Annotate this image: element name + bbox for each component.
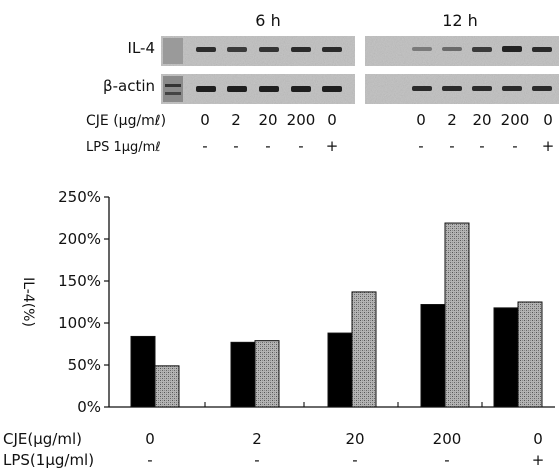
marker-band <box>165 84 181 87</box>
bar-series-1-4 <box>517 301 543 408</box>
blot-lps-mark: - <box>202 137 207 155</box>
band-actin-12h-0 <box>412 86 432 91</box>
blot-conc-label: 2 <box>231 111 241 129</box>
blot-conc-label: 200 <box>501 111 530 129</box>
band-il4-6h-2 <box>227 47 247 52</box>
y-ticks: 0% 50% 100% 150% 200% 250% <box>58 188 109 416</box>
bar-chart: 0% 50% 100% 150% 200% 250% IL-4(%) 0 - 2 - 20 - 200… <box>3 188 555 469</box>
x-lps-mark: - <box>444 451 449 469</box>
bar-series-1-0 <box>154 365 180 408</box>
marker-lane <box>163 76 183 102</box>
timepoint-label: 6 h <box>255 11 280 30</box>
blot-lps-label: LPS 1μg/mℓ <box>86 140 161 155</box>
band-actin-6h-0 <box>196 86 216 92</box>
y-axis-label: IL-4(%) <box>20 277 36 327</box>
blot-conc-label: 0 <box>327 111 337 129</box>
band-il4-12h-20 <box>472 47 492 52</box>
x-labels: 0 - 2 - 20 - 200 - 0 + <box>145 430 544 469</box>
blot-conc-label: 0 <box>416 111 426 129</box>
x-category-label: 20 <box>345 430 364 448</box>
bar-series-0-0 <box>130 335 156 408</box>
y-tick-label: 200% <box>58 230 101 248</box>
x-lps-mark: - <box>147 451 152 469</box>
band-actin-6h-2 <box>227 86 247 92</box>
band-actin-12h-20 <box>472 86 492 91</box>
blot-row-label: IL-4 <box>128 39 155 57</box>
y-tick-label: 0% <box>77 398 101 416</box>
y-tick-label: 250% <box>58 188 101 206</box>
blot-row-label: β-actin <box>103 77 155 95</box>
blot-lps-mark: - <box>512 137 517 155</box>
blot-lps-mark: - <box>479 137 484 155</box>
x-row-label-cje: CJE(μg/ml) <box>3 430 82 448</box>
bar-series-0-2 <box>327 332 353 408</box>
gel-blot: 6 h 12 h IL-4 β-actin <box>86 11 559 155</box>
marker-lane <box>163 38 183 64</box>
x-category-label: 0 <box>533 430 543 448</box>
x-lps-mark: - <box>352 451 357 469</box>
y-tick-label: 50% <box>68 356 101 374</box>
bar-series-1-2 <box>351 291 377 408</box>
marker-band <box>165 92 181 95</box>
blot-conc-label: 0 <box>200 111 210 129</box>
band-il4-12h-0 <box>412 47 432 51</box>
bars <box>130 222 543 408</box>
bar-series-0-1 <box>230 341 256 408</box>
blot-lps-mark: - <box>265 137 270 155</box>
blot-lps-mark: + <box>326 137 339 155</box>
band-il4-6h-20 <box>259 47 279 52</box>
x-lps-mark: + <box>532 451 545 469</box>
blot-conc-label: 200 <box>287 111 316 129</box>
timepoint-label: 12 h <box>442 11 478 30</box>
x-category-label: 200 <box>433 430 462 448</box>
blot-lps-mark: - <box>418 137 423 155</box>
band-actin-12h-2 <box>442 86 462 91</box>
band-il4-12h-lps <box>532 47 552 52</box>
band-actin-12h-200 <box>502 86 522 91</box>
band-il4-12h-2 <box>442 47 462 51</box>
band-il4-6h-200 <box>291 47 311 52</box>
blot-lps-mark: + <box>542 137 555 155</box>
blot-lps-mark: - <box>298 137 303 155</box>
bar-series-0-3 <box>420 304 446 408</box>
x-category-label: 2 <box>252 430 262 448</box>
blot-conc-label: 20 <box>472 111 491 129</box>
blot-conc-label: 20 <box>258 111 277 129</box>
blot-lps-mark: - <box>233 137 238 155</box>
bar-series-1-3 <box>444 222 470 408</box>
blot-conc-label: 2 <box>447 111 457 129</box>
band-actin-6h-lps <box>322 86 342 92</box>
x-category-label: 0 <box>145 430 155 448</box>
band-actin-6h-200 <box>291 86 311 92</box>
band-il4-12h-200 <box>502 46 522 52</box>
bar-series-1-1 <box>254 340 280 408</box>
x-lps-mark: - <box>254 451 259 469</box>
band-actin-6h-20 <box>259 86 279 92</box>
band-actin-12h-lps <box>532 86 552 91</box>
blot-cje-label: CJE (μg/mℓ) <box>86 113 166 129</box>
y-tick-label: 150% <box>58 272 101 290</box>
gel-panel-il4-12h <box>365 36 559 66</box>
blot-conc-label: 0 <box>543 111 553 129</box>
x-ticks <box>204 402 483 407</box>
bar-series-0-4 <box>493 307 519 408</box>
y-tick-label: 100% <box>58 314 101 332</box>
blot-lps-mark: - <box>449 137 454 155</box>
band-il4-6h-0 <box>196 47 216 52</box>
band-il4-6h-lps <box>322 47 342 52</box>
x-row-label-lps: LPS(1μg/ml) <box>3 451 94 469</box>
